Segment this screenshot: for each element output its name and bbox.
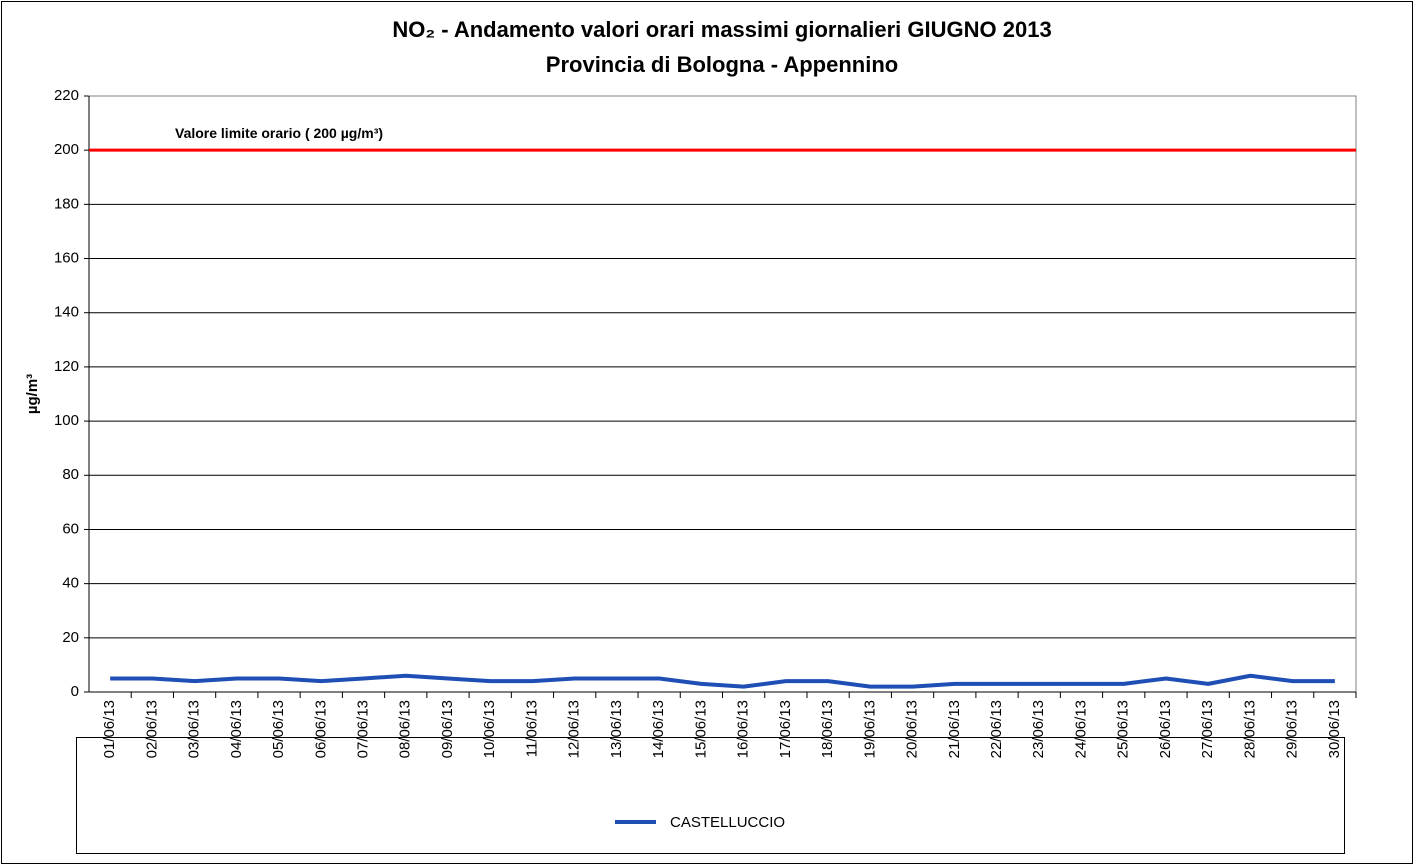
x-tick-label: 10/06/13 — [481, 700, 498, 758]
x-tick-label: 01/06/13 — [101, 700, 118, 758]
y-tick-label: 140 — [54, 304, 79, 321]
x-tick-label: 22/06/13 — [988, 700, 1005, 758]
x-tick-label: 27/06/13 — [1199, 700, 1216, 758]
x-tick-label: 18/06/13 — [819, 700, 836, 758]
y-tick-label: 180 — [54, 195, 79, 212]
y-tick-label: 220 — [54, 87, 79, 104]
x-tick-label: 29/06/13 — [1284, 700, 1301, 758]
y-tick-label: 100 — [54, 412, 79, 429]
x-tick-label: 16/06/13 — [735, 700, 752, 758]
x-tick-label: 14/06/13 — [650, 700, 667, 758]
chart-title: NO₂ - Andamento valori orari massimi gio… — [392, 17, 1051, 42]
x-tick-label: 03/06/13 — [186, 700, 203, 758]
x-tick-label: 05/06/13 — [270, 700, 287, 758]
x-tick-label: 11/06/13 — [523, 700, 540, 757]
x-tick-label: 15/06/13 — [692, 700, 709, 758]
y-tick-label: 80 — [62, 466, 79, 483]
x-tick-label: 13/06/13 — [608, 700, 625, 758]
x-tick-label: 20/06/13 — [904, 700, 921, 758]
data-line — [110, 673, 1335, 689]
x-tick-label: 02/06/13 — [143, 700, 160, 758]
x-tick-label: 12/06/13 — [566, 700, 583, 758]
x-tick-label: 28/06/13 — [1241, 700, 1258, 758]
x-tick-label: 26/06/13 — [1157, 700, 1174, 758]
x-tick-label: 06/06/13 — [312, 700, 329, 758]
y-tick-label: 120 — [54, 358, 79, 375]
x-tick-label: 24/06/13 — [1072, 700, 1089, 758]
y-tick-label: 40 — [62, 575, 79, 592]
limit-label: Valore limite orario ( 200 µg/m³) — [175, 125, 383, 141]
x-tick-label: 09/06/13 — [439, 700, 456, 758]
x-tick-label: 04/06/13 — [228, 700, 245, 758]
x-tick-label: 08/06/13 — [397, 700, 414, 758]
x-tick-label: 25/06/13 — [1115, 700, 1132, 758]
legend-box — [76, 737, 1345, 854]
x-tick-label: 30/06/13 — [1326, 700, 1343, 758]
y-axis-label: µg/m³ — [24, 374, 41, 414]
y-tick-label: 20 — [62, 629, 79, 646]
x-tick-label: 19/06/13 — [861, 700, 878, 758]
y-tick-label: 0 — [71, 683, 79, 700]
y-tick-label: 160 — [54, 250, 79, 267]
y-tick-label: 200 — [54, 141, 79, 158]
x-tick-label: 21/06/13 — [946, 700, 963, 758]
chart-subtitle: Provincia di Bologna - Appennino — [546, 52, 898, 77]
y-tick-label: 60 — [62, 520, 79, 537]
x-tick-label: 17/06/13 — [777, 700, 794, 758]
x-tick-label: 07/06/13 — [354, 700, 371, 758]
x-tick-label: 23/06/13 — [1030, 700, 1047, 758]
legend-label: CASTELLUCCIO — [670, 814, 785, 831]
